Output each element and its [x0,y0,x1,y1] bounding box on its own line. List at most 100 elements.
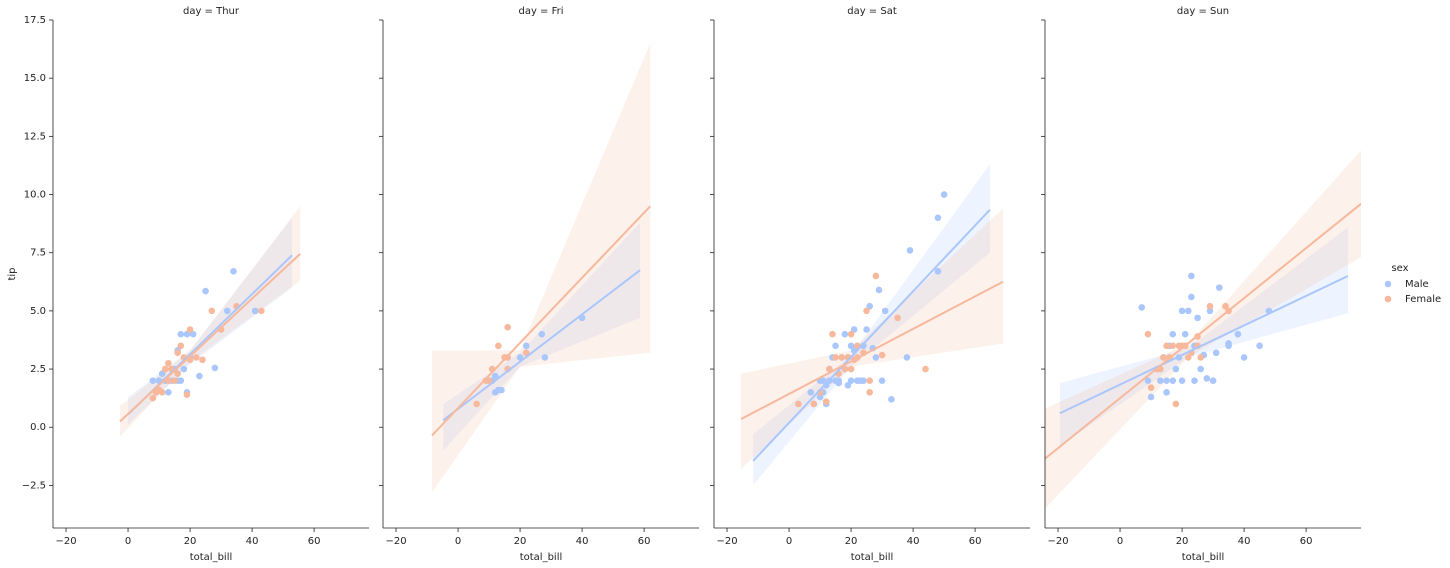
scatter-point [183,391,191,398]
scatter-point [866,302,873,310]
x-tick-label: 60 [638,536,651,547]
scatter-point [822,398,830,405]
y-tick-label: 2.5 [30,364,46,375]
scatter-point [1147,384,1155,391]
x-tick-label: 20 [514,536,527,547]
scatter-point [165,359,172,367]
scatter-point [844,382,852,389]
scatter-point [878,351,886,359]
scatter-point [223,307,231,315]
scatter-point [230,268,237,275]
scatter-point [1147,393,1155,401]
scatter-point [810,400,818,408]
scatter-point [888,396,895,403]
scatter-point [174,349,181,357]
x-axis-label: total_bill [1182,552,1225,563]
legend-label: Male [1405,279,1429,290]
scatter-point [1203,375,1211,382]
scatter-point [1169,330,1177,338]
scatter-point [1172,365,1180,373]
scatter-point [850,326,858,333]
legend-label: Female [1405,294,1441,305]
scatter-point [199,356,206,364]
regression-line [740,280,1004,420]
scatter-point [807,389,815,396]
scatter-point [1144,330,1152,338]
y-tick-label: −2.5 [22,480,46,491]
scatter-point [1256,342,1263,350]
y-tick-label: 0.0 [30,422,46,433]
scatter-point [816,393,824,401]
scatter-point [473,400,480,408]
scatter-point [841,365,849,373]
scatter-point [1169,342,1177,350]
scatter-point [860,377,867,384]
x-tick-label: 40 [576,536,589,547]
scatter-point [196,372,203,380]
scatter-point [180,365,188,373]
scatter-point [522,342,530,350]
scatter-point [177,330,185,338]
scatter-point [860,342,867,350]
scatter-point [866,377,873,384]
scatter-point [829,330,836,338]
scatter-point [847,377,855,384]
scatter-point [1215,284,1223,291]
scatter-point [491,372,499,380]
x-tick-label: −20 [716,536,737,547]
confidence-band [1045,150,1361,509]
scatter-point [906,247,914,254]
scatter-point [847,365,855,373]
scatter-point [1209,377,1217,384]
x-tick-label: −20 [1047,536,1068,547]
scatter-point [934,214,942,222]
x-tick-label: 60 [969,536,982,547]
scatter-point [934,268,942,275]
scatter-point [504,323,511,331]
scatter-point [1172,400,1180,408]
scatter-point [1169,377,1177,384]
scatter-point [881,307,889,315]
x-axis-label: total_bill [520,552,563,563]
scatter-point [485,377,493,384]
scatter-point [847,342,855,350]
scatter-point [1197,365,1204,373]
y-tick-label: 17.5 [24,15,46,26]
x-tick-label: 0 [1117,536,1123,547]
scatter-point [832,342,839,350]
scatter-point [165,389,172,396]
scatter-point [1212,349,1220,357]
x-tick-label: 20 [845,536,858,547]
x-tick-label: 40 [1238,536,1251,547]
scatter-point [541,354,549,361]
x-axis-label: total_bill [190,552,233,563]
y-tick-label: 12.5 [24,131,46,142]
scatter-point [795,400,802,408]
x-tick-label: 0 [125,536,131,547]
legend: sex Male Female [1384,263,1441,305]
scatter-point [863,307,870,315]
scatter-point [872,272,880,280]
scatter-point [940,191,948,198]
scatter-point [1178,377,1186,384]
scatter-point [1188,272,1195,280]
x-tick-label: 40 [246,536,259,547]
scatter-point [1222,302,1229,310]
scatter-point [863,326,870,333]
scatter-point [894,314,901,322]
plot-area [431,43,652,493]
scatter-point [177,342,185,350]
scatter-point [903,354,911,361]
confidence-band [1059,227,1348,446]
x-axis-label: total_bill [851,552,894,563]
scatter-point [1138,304,1146,311]
scatter-point [878,377,886,384]
x-tick-label: −20 [55,536,76,547]
plot-area [119,206,301,437]
scatter-point [875,286,883,294]
scatter-point [171,377,178,384]
scatter-point [1178,307,1186,315]
scatter-point [1191,377,1198,384]
x-tick-label: 40 [907,536,920,547]
y-tick-label: 5.0 [30,306,46,317]
